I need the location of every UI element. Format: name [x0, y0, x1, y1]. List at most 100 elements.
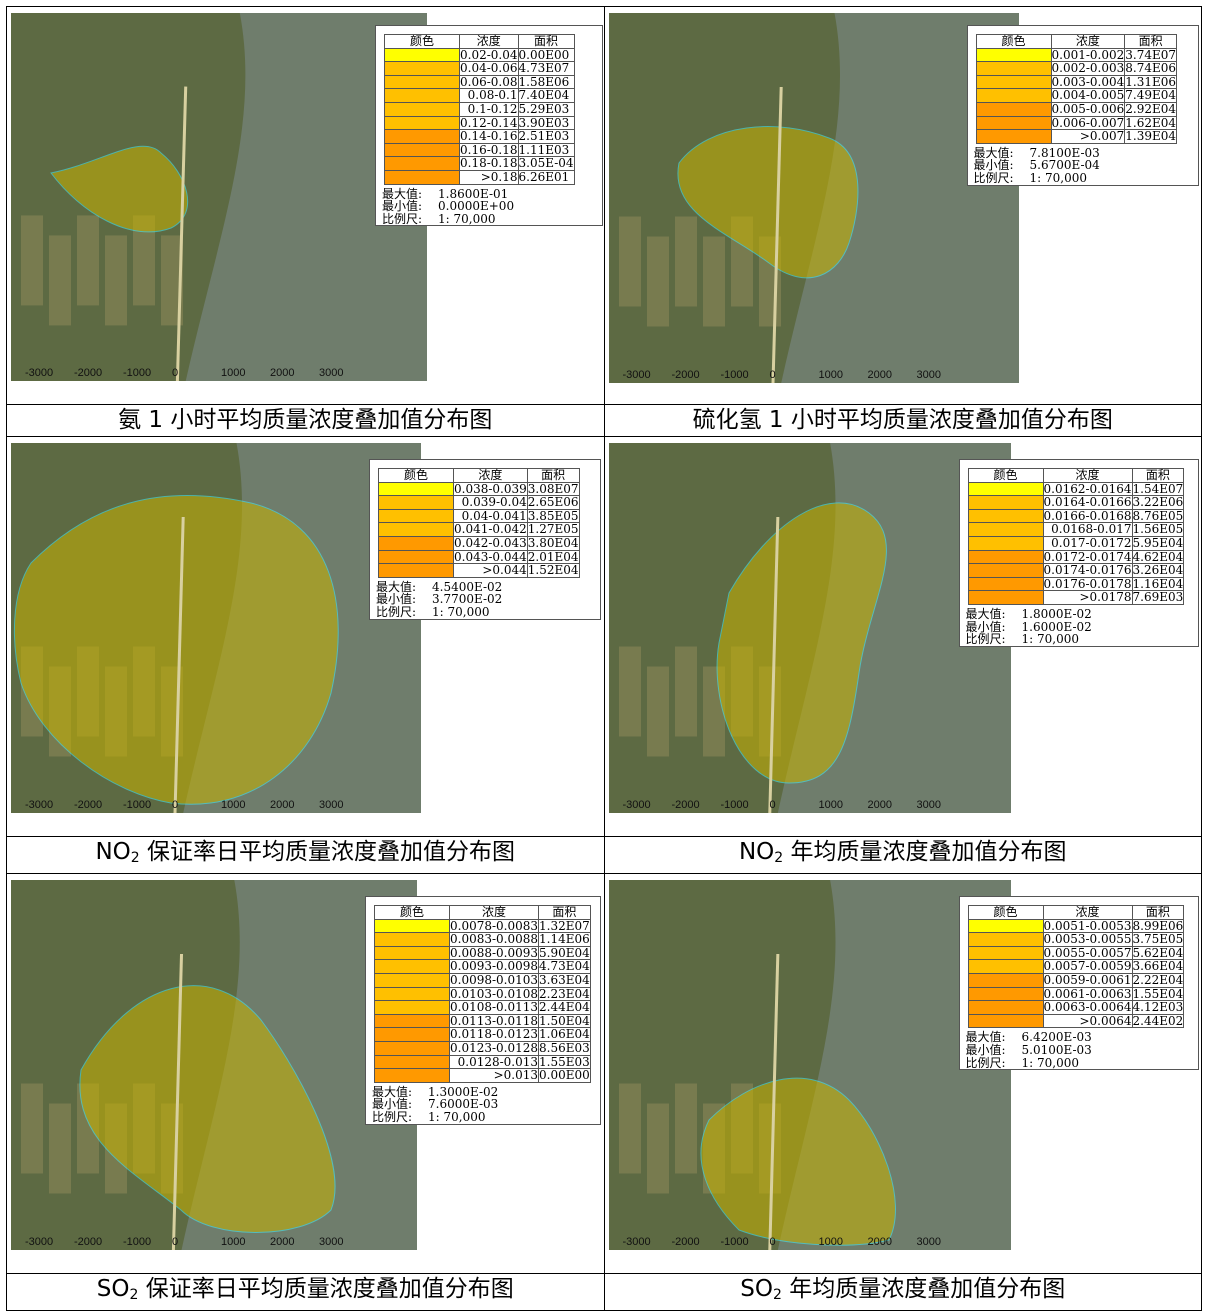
legend-row: >0.013 0.00E00	[374, 1068, 591, 1083]
legend-header-0: 颜色	[384, 34, 460, 49]
legend-header-row: 颜色 浓度 面积	[374, 905, 591, 920]
legend-color-swatch	[967, 495, 1044, 510]
legend-stats: 最大值: 4.5400E-02 最小值: 3.7700E-02 比例尺: 1: 70,00…	[376, 580, 600, 619]
legend-area: 8.74E06	[1124, 61, 1178, 76]
legend-area: 3.08E07	[526, 481, 580, 497]
legend-header-1: 浓度	[448, 905, 540, 920]
stat-line: 最大值: 1.8000E-02	[966, 608, 1198, 621]
axis-tick-label: 3000	[916, 1236, 941, 1248]
axis-tick-label: 0	[172, 367, 179, 379]
legend-range: 0.0172-0.0174	[1042, 549, 1133, 565]
stat-value: 6.4200E-03	[1021, 1030, 1092, 1045]
legend-row: 0.0059-0.0061 2.22E04	[967, 972, 1185, 988]
concentration-plume	[13, 495, 339, 805]
legend-range: 0.0162-0.0164	[1042, 481, 1133, 497]
legend-area: 1.54E07	[1131, 481, 1185, 497]
legend-row: 0.16-0.18 1.11E03	[384, 142, 575, 158]
legend-row: 0.0174-0.0176 3.26E04	[967, 563, 1185, 578]
axis-tick-label: 0	[769, 799, 776, 811]
legend-row: 0.0176-0.0178 1.16E04	[967, 576, 1185, 592]
legend-color-swatch	[374, 986, 450, 1002]
legend-row: 0.1-0.12 5.29E03	[384, 101, 575, 117]
legend-area: 1.52E04	[526, 563, 580, 578]
stat-label: 比例尺:	[965, 632, 1006, 647]
legend-range: 0.0088-0.0093	[448, 945, 540, 961]
legend-area: 4.73E04	[538, 959, 591, 974]
legend-color-swatch	[384, 88, 460, 103]
legend-range: 0.0113-0.0118	[448, 1013, 540, 1029]
legend-range: 0.18-0.18	[459, 156, 519, 171]
legend-range: 0.004-0.005	[1050, 88, 1126, 103]
axis-tick-label: -3000	[25, 799, 54, 811]
legend-color-swatch	[384, 156, 460, 171]
stat-line: 最小值: 5.0100E-03	[966, 1044, 1198, 1057]
road	[171, 953, 184, 1250]
satellite-map	[11, 880, 417, 1250]
caption-subscript: 2	[129, 1287, 139, 1303]
stat-line: 最大值: 4.5400E-02	[376, 580, 600, 594]
legend-range: 0.04-0.06	[459, 61, 519, 76]
stat-label: 比例尺:	[376, 604, 417, 619]
road	[767, 953, 779, 1250]
legend-range: 0.0078-0.0083	[448, 918, 540, 934]
axis-tick-label: -3000	[25, 367, 54, 379]
panel-map-4: -3000 -2000 -1000 0 1000 2000 3000 颜色 浓度 面积 0.0162…	[603, 436, 1202, 837]
legend-color-swatch	[378, 522, 454, 537]
legend-header-0: 颜色	[967, 905, 1044, 920]
legend-area: 3.22E06	[1131, 495, 1185, 510]
axis-tick-label: -1000	[123, 1236, 152, 1248]
farm-field	[77, 215, 99, 306]
map-graphic	[11, 880, 417, 1250]
stat-value: 5.0100E-03	[1021, 1042, 1092, 1057]
legend-range: >0.007	[1050, 129, 1126, 144]
legend-range: 0.005-0.006	[1050, 101, 1126, 117]
axis-tick-label: -3000	[622, 369, 651, 381]
stat-line: 最小值: 7.6000E-03	[372, 1098, 600, 1111]
legend-row: 0.14-0.16 2.51E03	[384, 129, 575, 144]
legend-color-swatch	[967, 1000, 1044, 1015]
legend-table: 颜色 浓度 面积 0.038-0.039 3.08E07 0.039-0.04 2.65E0…	[378, 468, 580, 578]
legend-range: 0.006-0.007	[1050, 115, 1126, 131]
legend-row: 0.0164-0.0166 3.22E06	[967, 495, 1185, 510]
stat-label: 最小值:	[372, 1097, 413, 1112]
legend-row: 0.005-0.006 2.92E04	[975, 101, 1178, 117]
caption-6: SO2 年均质量浓度叠加值分布图	[603, 1273, 1202, 1311]
legend-box: 颜色 浓度 面积 0.038-0.039 3.08E07 0.039-0.04 2.65E0…	[369, 459, 601, 620]
legend-color-swatch	[967, 932, 1044, 947]
legend-area: 3.80E04	[526, 535, 580, 551]
legend-row: 0.006-0.007 1.62E04	[975, 115, 1178, 131]
axis-tick-label: -1000	[720, 369, 749, 381]
legend-color-swatch	[378, 563, 454, 578]
caption-text: 保证率日平均质量浓度叠加值分布图	[138, 1276, 514, 1302]
legend-range: 0.0059-0.0061	[1042, 972, 1133, 988]
legend-color-swatch	[384, 101, 460, 117]
caption-text: SO	[740, 1276, 773, 1302]
legend-area: 2.23E04	[538, 986, 591, 1002]
legend-range: >0.013	[448, 1068, 540, 1083]
concentration-plume	[676, 126, 858, 279]
map-graphic	[11, 443, 421, 813]
stat-label: 最小值:	[382, 199, 423, 214]
legend-row: 0.0128-0.013 1.55E03	[374, 1054, 591, 1070]
legend-row: >0.007 1.39E04	[975, 129, 1178, 144]
legend-area: 1.39E04	[1124, 129, 1178, 144]
legend-box: 颜色 浓度 面积 0.001-0.002 3.74E07 0.002-0.003 8.74E…	[966, 25, 1199, 186]
axis-tick-label: 1000	[818, 1236, 843, 1248]
legend-table: 颜色 浓度 面积 0.001-0.002 3.74E07 0.002-0.003 8.74E…	[975, 34, 1178, 144]
legend-area: 5.62E04	[1131, 945, 1185, 961]
legend-color-swatch	[967, 508, 1044, 524]
axis-tick-label: 1000	[221, 799, 246, 811]
legend-row: 0.0051-0.0053 8.99E06	[967, 918, 1185, 934]
legend-table: 颜色 浓度 面积 0.02-0.04 0.00E00 0.04-0.06 4.73E07 0.…	[384, 34, 575, 185]
satellite-map	[608, 443, 1011, 813]
legend-range: >0.044	[453, 563, 528, 578]
legend-color-swatch	[384, 47, 460, 63]
legend-area: 8.99E06	[1131, 918, 1185, 934]
axis-tick-label: -3000	[622, 799, 651, 811]
legend-range: 0.0123-0.0128	[448, 1040, 540, 1056]
legend-row: >0.044 1.52E04	[378, 563, 580, 578]
stat-label: 比例尺:	[372, 1109, 413, 1124]
stat-label: 最大值:	[973, 145, 1014, 160]
legend-header-2: 面积	[1131, 905, 1185, 920]
legend-stats: 最大值: 1.3000E-02 最小值: 7.6000E-03 比例尺: 1: 70,00…	[372, 1085, 600, 1124]
